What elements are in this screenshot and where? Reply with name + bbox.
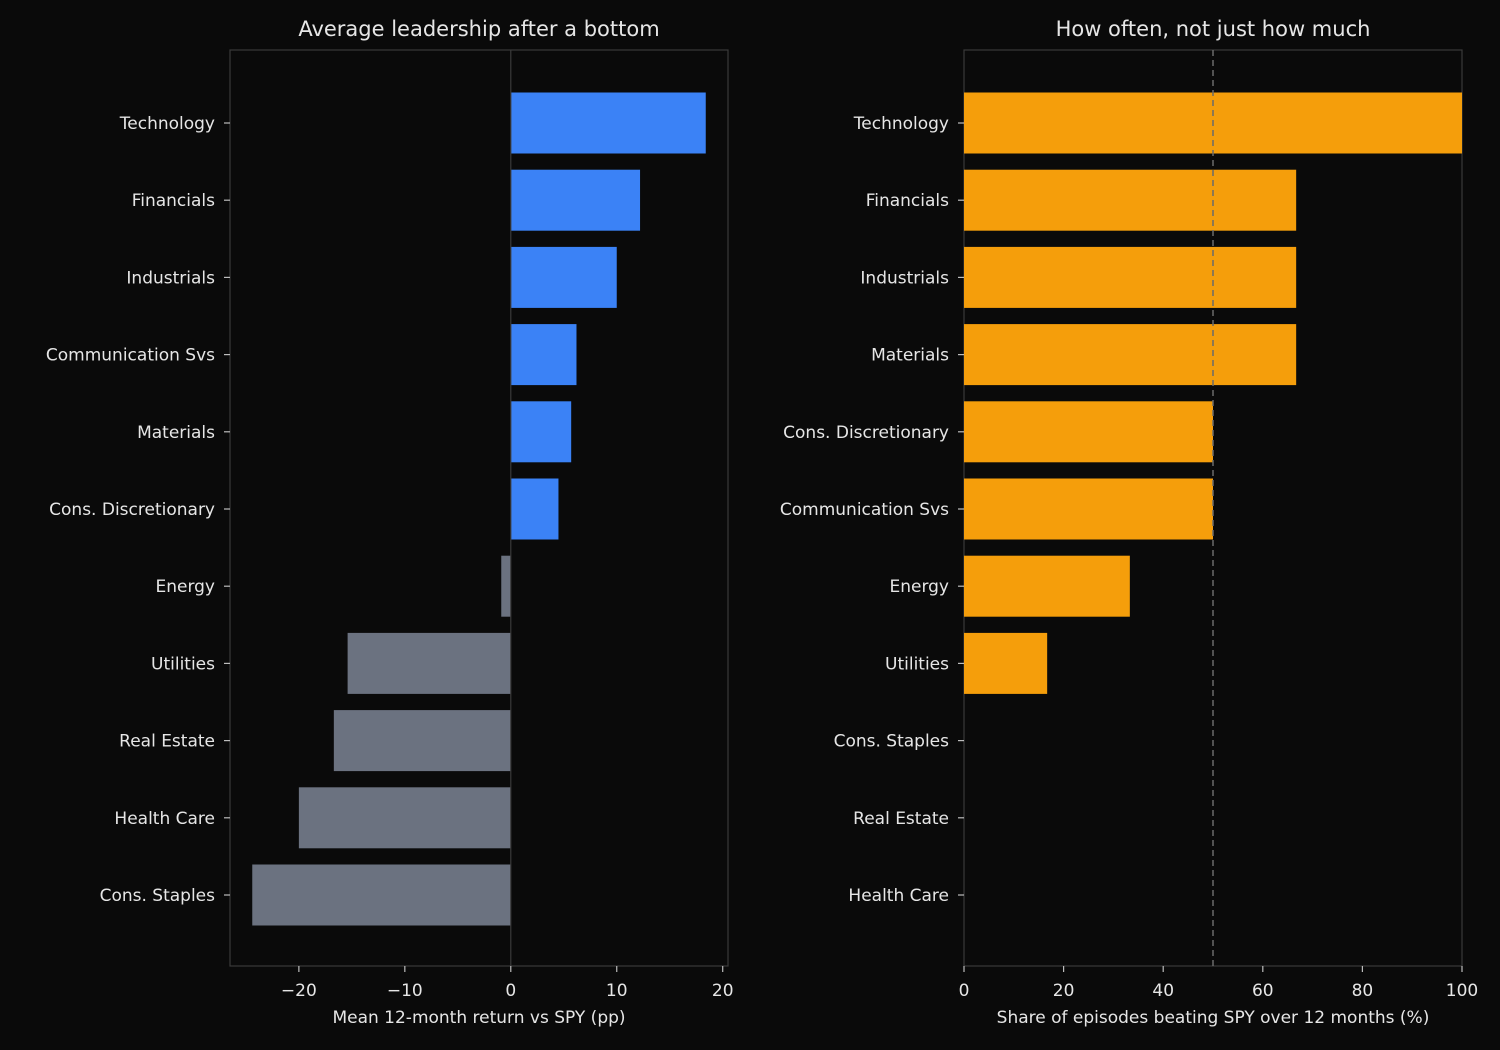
x-tick-label: −20 — [281, 981, 317, 1001]
x-axis-label-right: Share of episodes beating SPY over 12 mo… — [997, 1008, 1430, 1028]
y-tick-label: Financials — [132, 191, 215, 211]
y-tick-label: Cons. Discretionary — [49, 500, 215, 520]
bar-1-5 — [964, 478, 1213, 540]
y-tick-label: Health Care — [848, 886, 949, 906]
x-axis-left: −20 −10 0 10 20 — [281, 966, 734, 1001]
bar-0-9 — [298, 787, 511, 849]
y-axis-left: Technology Financials Industrials Communica… — [46, 114, 230, 906]
y-tick-label: Technology — [119, 114, 215, 134]
x-tick-label: −10 — [387, 981, 423, 1001]
y-tick-label: Industrials — [860, 268, 949, 288]
y-tick-label: Communication Svs — [780, 500, 949, 520]
y-tick-label: Technology — [853, 114, 949, 134]
chart-panel-mean-return: Average leadership after a bottom Techno… — [46, 17, 734, 1028]
y-tick-label: Real Estate — [119, 732, 215, 752]
y-axis-right: Technology Financials Industrials Materials… — [780, 114, 964, 906]
y-tick-label: Energy — [155, 577, 215, 597]
y-tick-label: Materials — [871, 346, 949, 366]
x-tick-label: 0 — [505, 981, 516, 1001]
x-tick-label: 10 — [606, 981, 628, 1001]
bar-1-4 — [964, 401, 1213, 463]
x-axis-label-left: Mean 12-month return vs SPY (pp) — [332, 1008, 625, 1028]
bar-0-5 — [510, 478, 559, 540]
bar-0-3 — [510, 324, 577, 386]
bar-1-2 — [964, 246, 1297, 308]
bars-left — [252, 92, 706, 926]
y-tick-label: Utilities — [885, 654, 949, 674]
bar-1-1 — [964, 169, 1297, 231]
y-tick-label: Cons. Staples — [100, 886, 216, 906]
x-tick-label: 0 — [959, 981, 970, 1001]
bar-1-6 — [964, 555, 1130, 617]
bar-1-3 — [964, 324, 1297, 386]
bar-0-1 — [510, 169, 641, 231]
y-tick-label: Industrials — [126, 268, 215, 288]
x-tick-label: 100 — [1446, 981, 1478, 1001]
chart-title-left: Average leadership after a bottom — [298, 17, 659, 41]
y-tick-label: Energy — [889, 577, 949, 597]
bar-0-7 — [347, 632, 511, 694]
chart-panel-hit-rate: How often, not just how much Technology F… — [780, 17, 1478, 1028]
bar-1-7 — [964, 632, 1048, 694]
bar-0-6 — [501, 555, 511, 617]
bar-0-4 — [510, 401, 572, 463]
chart-title-right: How often, not just how much — [1056, 17, 1371, 41]
x-axis-right: 0 20 40 60 80 100 — [959, 966, 1478, 1001]
y-tick-label: Cons. Discretionary — [783, 423, 949, 443]
x-tick-label: 60 — [1252, 981, 1274, 1001]
y-tick-label: Materials — [137, 423, 215, 443]
bar-0-8 — [333, 710, 511, 772]
x-tick-label: 20 — [1053, 981, 1075, 1001]
x-tick-label: 80 — [1352, 981, 1374, 1001]
bar-0-0 — [510, 92, 706, 154]
y-tick-label: Financials — [866, 191, 949, 211]
y-tick-label: Communication Svs — [46, 346, 215, 366]
y-tick-label: Real Estate — [853, 809, 949, 829]
y-tick-label: Utilities — [151, 654, 215, 674]
y-tick-label: Health Care — [114, 809, 215, 829]
x-tick-label: 40 — [1152, 981, 1174, 1001]
bar-0-2 — [510, 246, 617, 308]
x-tick-label: 20 — [712, 981, 734, 1001]
y-tick-label: Cons. Staples — [834, 732, 950, 752]
bar-0-10 — [252, 864, 511, 926]
